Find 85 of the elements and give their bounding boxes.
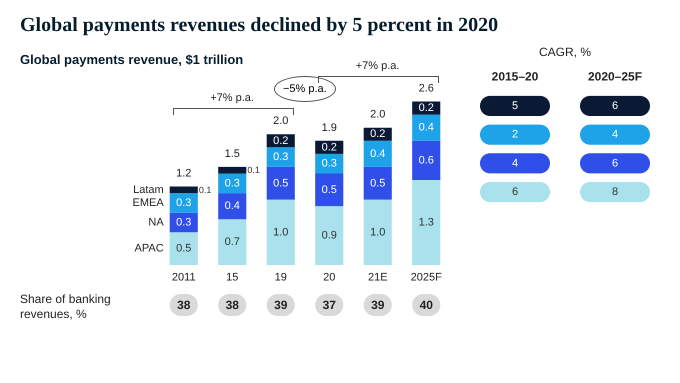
data-label: 0.4 xyxy=(370,148,386,160)
data-label: 6 xyxy=(612,157,618,170)
data-label: 1.3 xyxy=(418,216,434,228)
bar xyxy=(364,140,392,167)
bar xyxy=(364,166,392,200)
bar xyxy=(266,147,295,167)
data-label: 0.7 xyxy=(224,236,240,248)
text: CAGR, % xyxy=(538,45,592,59)
data-label: 0.1 xyxy=(247,165,260,176)
data-label: 2 xyxy=(512,128,518,141)
data-label: 0.3 xyxy=(176,216,192,228)
bar xyxy=(412,180,440,265)
bar xyxy=(266,166,295,200)
total-label: 2.0 xyxy=(370,108,386,121)
category-label: 2020–25F xyxy=(588,70,642,84)
bar xyxy=(412,140,440,180)
series-label: APAC xyxy=(134,242,164,255)
data-label: 0.3 xyxy=(273,151,288,164)
data-label: 0.4 xyxy=(418,122,434,134)
bar xyxy=(412,114,440,141)
data-label: 0.5 xyxy=(322,184,337,196)
data-label: 0.3 xyxy=(322,158,337,170)
x-tick-label: 21E xyxy=(368,272,388,284)
data-label: 0.3 xyxy=(176,196,192,209)
data-label: 1.0 xyxy=(370,226,386,238)
series-label: Latam xyxy=(133,184,164,196)
annotation: +7% p.a. xyxy=(210,92,254,104)
bar xyxy=(218,166,246,174)
data-label: 0.4 xyxy=(224,200,240,212)
ellipse-outline: −5% p.a. xyxy=(274,76,336,102)
chart-title: Global payments revenues declined by 5 percent in 2020 xyxy=(20,14,498,37)
series-label: EMEA xyxy=(132,196,164,209)
x-tick-label: 2025F xyxy=(410,272,442,284)
x-tick-label: 15 xyxy=(226,272,238,284)
data-label: 8 xyxy=(612,186,618,198)
total-label: 1.5 xyxy=(224,148,240,160)
bar xyxy=(364,200,392,265)
data-label: 38 xyxy=(226,298,240,312)
bar xyxy=(315,206,344,265)
category-label: 2015–20 xyxy=(492,70,539,84)
total-label: 1.9 xyxy=(322,122,337,134)
data-label: 6 xyxy=(612,100,618,112)
data-label: 1.0 xyxy=(273,226,288,238)
data-label: 39 xyxy=(371,298,385,312)
bar xyxy=(315,154,344,174)
data-label: 37 xyxy=(322,298,336,312)
text: Share of banking revenues, % xyxy=(20,292,112,322)
x-tick-label: 2011 xyxy=(172,272,196,284)
data-label: 0.2 xyxy=(322,141,337,154)
bar xyxy=(170,193,198,213)
data-label: 0.5 xyxy=(176,242,192,255)
bar xyxy=(266,134,295,148)
bar xyxy=(364,128,392,141)
data-label: 0.2 xyxy=(418,102,434,114)
data-label: 0.2 xyxy=(273,134,288,147)
text: +7% p.a. xyxy=(356,60,400,72)
data-label: 0.3 xyxy=(224,177,240,190)
bar xyxy=(170,186,198,194)
data-label: 0.1 xyxy=(198,184,212,195)
total-label: 2.6 xyxy=(418,82,434,95)
bar xyxy=(218,193,246,220)
data-label: 6 xyxy=(512,186,518,198)
data-label: 4 xyxy=(512,157,518,170)
total-label: 1.2 xyxy=(176,168,192,180)
data-label: 0.9 xyxy=(322,230,337,242)
data-label: 0.6 xyxy=(418,154,434,166)
data-label: 4 xyxy=(612,128,618,141)
data-label: 0.5 xyxy=(273,177,288,190)
data-label: 0.2 xyxy=(370,128,386,140)
bar xyxy=(315,173,344,206)
bar xyxy=(170,212,198,232)
bar xyxy=(218,219,246,265)
chart-subtitle: Global payments revenue, $1 trillion xyxy=(20,52,244,67)
total-label: 2.0 xyxy=(273,115,288,128)
data-label: 40 xyxy=(420,298,434,312)
data-label: 5 xyxy=(512,100,518,112)
bar xyxy=(170,232,198,265)
bar xyxy=(218,173,246,194)
data-label: 39 xyxy=(274,298,288,312)
bar xyxy=(266,200,295,265)
data-label: 38 xyxy=(177,298,191,312)
x-tick-label: 19 xyxy=(274,272,287,284)
x-tick-label: 20 xyxy=(323,272,336,284)
data-label: 0.5 xyxy=(370,177,386,190)
series-label: NA xyxy=(148,216,164,228)
